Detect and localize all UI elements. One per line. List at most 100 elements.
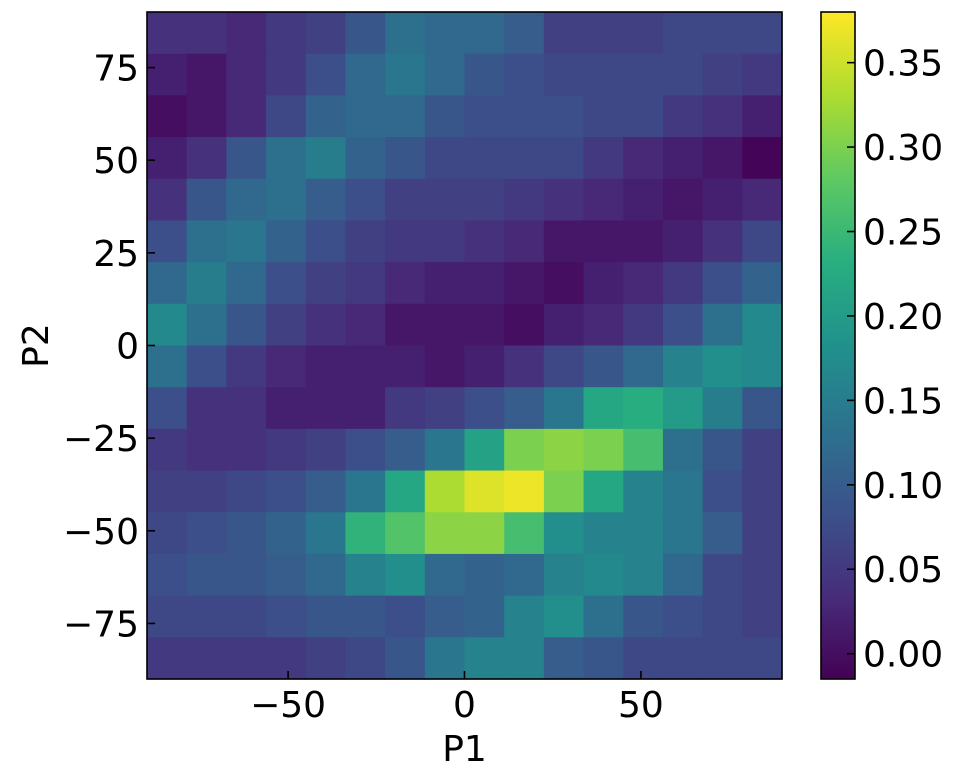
y-axis-label: P2 [16, 323, 57, 368]
heatmap-cell [702, 220, 743, 263]
heatmap-cell [226, 303, 267, 347]
heatmap-cell [186, 95, 227, 138]
heatmap-cell [147, 345, 188, 388]
heatmap-cell [345, 303, 386, 347]
heatmap-cell [702, 53, 743, 96]
heatmap-cell [424, 428, 466, 472]
heatmap-cell [186, 553, 227, 597]
heatmap-cell [345, 345, 386, 388]
heatmap-cell [385, 262, 426, 305]
heatmap-cell [147, 595, 188, 638]
heatmap-cell [583, 595, 624, 638]
colorbar-tick-label: 0.10 [863, 466, 943, 507]
heatmap-cell [583, 470, 624, 513]
heatmap-cell [266, 220, 307, 263]
colorbar-tick-label: 0.25 [863, 213, 943, 254]
colorbar [820, 11, 856, 680]
colorbar-tick-label: 0.15 [863, 381, 943, 422]
heatmap-cell [623, 595, 664, 638]
heatmap-cell [147, 53, 188, 96]
heatmap-cell [345, 12, 386, 55]
heatmap-cell [742, 428, 783, 472]
heatmap-cell [226, 178, 267, 222]
heatmap-cell [464, 53, 505, 96]
heatmap-cell [504, 595, 545, 638]
heatmap-cell [464, 553, 505, 597]
heatmap-cell [385, 137, 426, 180]
heatmap-cell [543, 553, 585, 597]
heatmap-cell [345, 262, 386, 305]
heatmap-cell [147, 387, 188, 430]
heatmap-cell [226, 470, 267, 513]
heatmap-cell [742, 178, 783, 222]
heatmap-cell [385, 553, 426, 597]
heatmap-cell [623, 428, 664, 472]
heatmap-cell [583, 95, 624, 138]
heatmap-cell [543, 428, 585, 472]
heatmap-cell [742, 595, 783, 638]
heatmap-cell [345, 178, 386, 222]
heatmap-cell [702, 345, 743, 388]
heatmap-cell [385, 303, 426, 347]
heatmap-cell [345, 387, 386, 430]
heatmap-cell [345, 470, 386, 513]
heatmap-cell [702, 553, 743, 597]
heatmap-cell [266, 553, 307, 597]
colorbar-tick-label: 0.35 [863, 44, 943, 85]
heatmap-cell [583, 345, 624, 388]
heatmap-cell [504, 470, 545, 513]
heatmap-cell [742, 345, 783, 388]
heatmap-cell [305, 637, 347, 680]
heatmap-cell [662, 553, 704, 597]
heatmap-cell [464, 595, 505, 638]
heatmap-cell [504, 303, 545, 347]
heatmap-cell [543, 53, 585, 96]
heatmap-cell [305, 53, 347, 96]
heatmap-cell [226, 595, 267, 638]
heatmap-cell [305, 303, 347, 347]
heatmap-cell [623, 345, 664, 388]
heatmap-cell [662, 512, 704, 555]
heatmap-cell [504, 387, 545, 430]
heatmap-cell [583, 220, 624, 263]
heatmap-cell [623, 387, 664, 430]
heatmap-cell [266, 637, 307, 680]
heatmap-cell [702, 178, 743, 222]
heatmap-cell [543, 512, 585, 555]
heatmap-cell [543, 262, 585, 305]
heatmap-cell [662, 262, 704, 305]
heatmap-cell [662, 178, 704, 222]
x-tick-label: −50 [250, 685, 326, 726]
x-tick-label: 50 [618, 685, 664, 726]
heatmap-cell [385, 428, 426, 472]
heatmap-cell [186, 595, 227, 638]
heatmap-cell [147, 637, 188, 680]
heatmap-cell [504, 178, 545, 222]
heatmap-cell [702, 303, 743, 347]
heatmap-cell [662, 220, 704, 263]
heatmap-cell [305, 345, 347, 388]
y-tick-label: 25 [93, 234, 139, 275]
heatmap-cell [305, 220, 347, 263]
heatmap-cell [583, 428, 624, 472]
heatmap-cell [623, 220, 664, 263]
heatmap-cell [305, 595, 347, 638]
heatmap-cell [147, 470, 188, 513]
heatmap-cell [742, 303, 783, 347]
heatmap-cell [345, 595, 386, 638]
heatmap-cell [424, 137, 466, 180]
heatmap-cell [305, 262, 347, 305]
heatmap-cell [662, 637, 704, 680]
heatmap-cell [385, 178, 426, 222]
heatmap-cell [305, 95, 347, 138]
heatmap-cell [424, 387, 466, 430]
heatmap-cell [345, 428, 386, 472]
heatmap-cell [742, 262, 783, 305]
heatmap-cell [742, 553, 783, 597]
heatmap-cell [702, 428, 743, 472]
heatmap-cell [385, 470, 426, 513]
heatmap-cell [583, 262, 624, 305]
heatmap-cell [385, 345, 426, 388]
heatmap-cell [305, 178, 347, 222]
heatmap-cell [186, 428, 227, 472]
